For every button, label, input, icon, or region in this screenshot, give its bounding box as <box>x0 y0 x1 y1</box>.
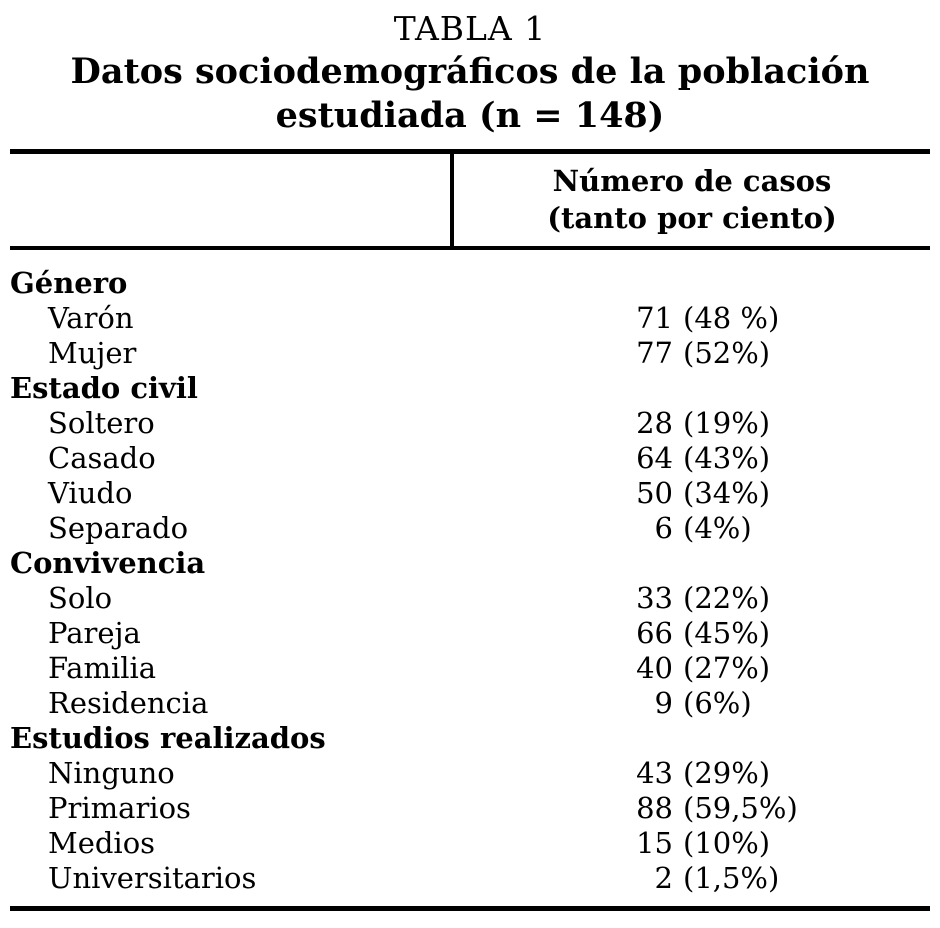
row-label: Varón <box>48 301 134 335</box>
table-caption-line2: estudiada (n = 148) <box>275 95 665 136</box>
header-empty-cell <box>10 154 454 246</box>
row-percentage: (1,5%) <box>683 861 780 895</box>
row-count: 66 <box>636 616 673 650</box>
table-title-block: TABLA 1 Datos sociodemográficos de la po… <box>0 0 940 138</box>
table-item-row: Separado 6 (4%) <box>0 511 940 546</box>
top-rule <box>10 149 930 154</box>
row-label: Ninguno <box>48 756 175 790</box>
row-percentage: (19%) <box>683 406 771 440</box>
header-value-line2: (tanto por ciento) <box>547 201 837 235</box>
row-count: 15 <box>636 826 673 860</box>
row-count: 71 <box>636 301 673 335</box>
table-item-row: Varón 71 (48 %) <box>0 301 940 336</box>
row-percentage: (27%) <box>683 651 771 685</box>
row-count: 50 <box>636 476 673 510</box>
table-item-row: Casado 64 (43%) <box>0 441 940 476</box>
table-section-row: Convivencia <box>0 546 940 581</box>
row-percentage: (52%) <box>683 336 771 370</box>
row-count: 43 <box>636 756 673 790</box>
row-label: Viudo <box>48 476 133 510</box>
table-item-row: Pareja 66 (45%) <box>0 616 940 651</box>
row-label: Mujer <box>48 336 137 370</box>
section-label: Estado civil <box>10 371 198 405</box>
row-count: 6 <box>654 511 673 545</box>
row-percentage: (45%) <box>683 616 771 650</box>
row-count: 40 <box>636 651 673 685</box>
row-count: 9 <box>654 686 673 720</box>
table-item-row: Mujer 77 (52%) <box>0 336 940 371</box>
row-percentage: (48 %) <box>683 301 780 335</box>
bottom-rule <box>10 906 930 911</box>
row-label: Residencia <box>48 686 209 720</box>
row-label: Solo <box>48 581 113 615</box>
table-section-row: Estado civil <box>0 371 940 406</box>
row-label: Casado <box>48 441 156 475</box>
header-value-cell: Número de casos (tanto por ciento) <box>454 154 930 246</box>
row-label: Pareja <box>48 616 141 650</box>
table-item-row: Viudo 50 (34%) <box>0 476 940 511</box>
row-label: Familia <box>48 651 157 685</box>
table-body: Género Varón 71 (48 %) Mujer 77 (52%) Estado ci… <box>0 250 940 906</box>
table-section-row: Estudios realizados <box>0 721 940 756</box>
table-header-row: Número de casos (tanto por ciento) <box>10 154 930 250</box>
row-count: 77 <box>636 336 673 370</box>
row-percentage: (22%) <box>683 581 771 615</box>
row-count: 64 <box>636 441 673 475</box>
row-percentage: (10%) <box>683 826 771 860</box>
table-caption-line1: Datos sociodemográficos de la población <box>70 51 870 92</box>
row-percentage: (4%) <box>683 511 752 545</box>
row-percentage: (29%) <box>683 756 771 790</box>
section-label: Estudios realizados <box>10 721 326 755</box>
row-count: 88 <box>636 791 673 825</box>
table-item-row: Residencia 9 (6%) <box>0 686 940 721</box>
row-percentage: (43%) <box>683 441 771 475</box>
row-count: 33 <box>636 581 673 615</box>
table-item-row: Solo 33 (22%) <box>0 581 940 616</box>
table-number: TABLA 1 <box>393 9 547 48</box>
row-count: 2 <box>654 861 673 895</box>
section-label: Convivencia <box>10 546 206 580</box>
section-label: Género <box>10 266 128 300</box>
table-item-row: Soltero 28 (19%) <box>0 406 940 441</box>
row-label: Separado <box>48 511 189 545</box>
row-label: Universitarios <box>48 861 257 895</box>
row-label: Soltero <box>48 406 155 440</box>
table-item-row: Ninguno 43 (29%) <box>0 756 940 791</box>
table-item-row: Medios 15 (10%) <box>0 826 940 861</box>
row-percentage: (6%) <box>683 686 752 720</box>
row-percentage: (59,5%) <box>683 791 798 825</box>
table-item-row: Universitarios 2 (1,5%) <box>0 861 940 896</box>
row-label: Medios <box>48 826 156 860</box>
table-section-row: Género <box>0 266 940 301</box>
row-percentage: (34%) <box>683 476 771 510</box>
header-value-line1: Número de casos <box>552 164 832 198</box>
table-item-row: Familia 40 (27%) <box>0 651 940 686</box>
table-item-row: Primarios 88 (59,5%) <box>0 791 940 826</box>
row-label: Primarios <box>48 791 191 825</box>
row-count: 28 <box>636 406 673 440</box>
